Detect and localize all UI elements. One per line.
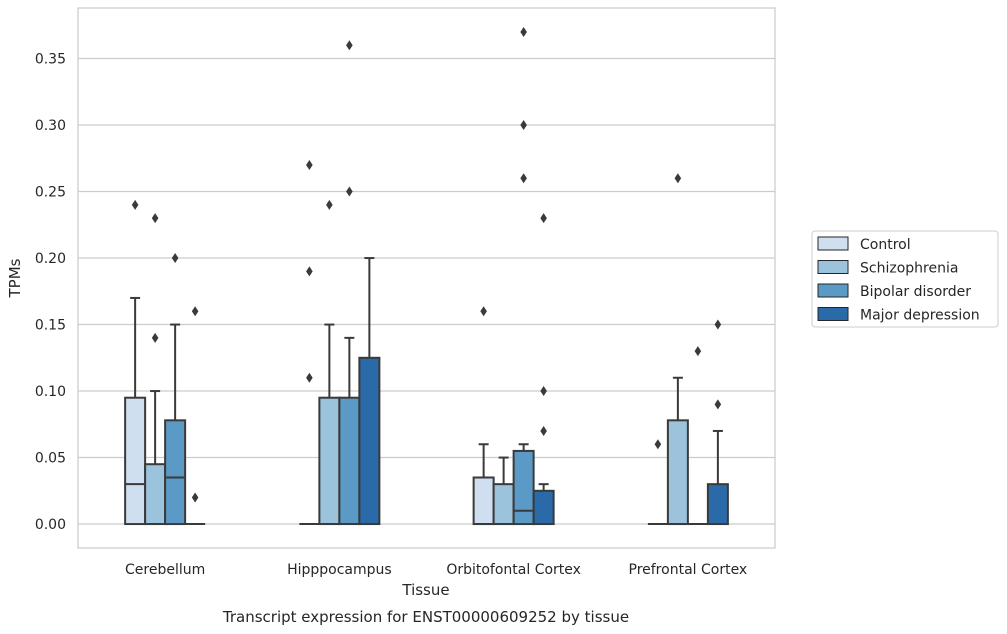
box-group bbox=[512, 26, 535, 526]
box-group bbox=[185, 306, 206, 526]
outlier-point bbox=[714, 399, 722, 410]
y-tick-label: 0.20 bbox=[35, 251, 66, 267]
y-tick-label: 0.15 bbox=[35, 318, 66, 334]
legend-swatch bbox=[817, 236, 849, 251]
box bbox=[706, 483, 729, 526]
outlier-point bbox=[714, 319, 722, 330]
y-tick-label: 0.00 bbox=[35, 517, 66, 533]
outlier-point bbox=[520, 26, 527, 37]
box-group bbox=[647, 439, 668, 526]
x-axis-label: Tissue bbox=[401, 581, 449, 599]
box-group bbox=[687, 346, 708, 526]
chart-caption: Transcript expression for ENST0000060925… bbox=[222, 608, 629, 626]
outlier-point bbox=[520, 173, 527, 184]
y-tick-label: 0.10 bbox=[35, 384, 66, 400]
box bbox=[358, 356, 381, 526]
outlier-point bbox=[191, 492, 199, 503]
boxes bbox=[124, 26, 729, 526]
outlier-point bbox=[326, 199, 333, 210]
outlier-point bbox=[151, 332, 159, 343]
box bbox=[532, 489, 555, 526]
x-tick-label: Cerebellum bbox=[125, 562, 205, 578]
box-group bbox=[318, 199, 341, 526]
box bbox=[492, 483, 515, 526]
x-tick-label: Orbitofontal Cortex bbox=[446, 562, 581, 578]
outlier-point bbox=[171, 253, 179, 264]
y-axis-ticks: 0.00 0.05 0.10 0.15 0.20 0.25 0.30 0.35 bbox=[35, 52, 66, 534]
box-group bbox=[532, 213, 555, 526]
outlier-point bbox=[346, 40, 353, 51]
box bbox=[512, 449, 535, 526]
outlier-point bbox=[674, 173, 682, 184]
box-group bbox=[164, 253, 187, 526]
outlier-point bbox=[306, 266, 313, 277]
y-tick-label: 0.05 bbox=[35, 451, 66, 467]
legend-swatch bbox=[817, 260, 849, 274]
plot-frame bbox=[77, 7, 776, 549]
legend-label: Major depression bbox=[860, 308, 980, 324]
outlier-point bbox=[346, 186, 353, 197]
outlier-point bbox=[540, 386, 547, 397]
y-axis-label: TPMs bbox=[6, 258, 24, 298]
y-tick-label: 0.25 bbox=[35, 185, 66, 201]
outlier-point bbox=[191, 306, 199, 317]
box bbox=[164, 419, 187, 526]
box bbox=[318, 396, 341, 526]
box bbox=[472, 476, 495, 526]
x-tick-label: Hipppocampus bbox=[287, 562, 392, 578]
outlier-point bbox=[151, 213, 159, 224]
outlier-point bbox=[654, 439, 662, 450]
x-axis-ticks: Cerebellum Hipppocampus Orbitofontal Corte… bbox=[125, 562, 747, 578]
box-group bbox=[706, 319, 729, 526]
y-tick-label: 0.30 bbox=[35, 118, 66, 134]
legend-label: Bipolar disorder bbox=[860, 284, 971, 300]
outlier-point bbox=[540, 213, 547, 224]
legend-swatch bbox=[817, 283, 849, 298]
box-group bbox=[338, 40, 361, 526]
legend-frame bbox=[811, 230, 999, 328]
x-tick-label: Prefrontal Cortex bbox=[629, 562, 748, 578]
outlier-point bbox=[480, 306, 487, 317]
legend: Control Schizophrenia Bipolar disorder Majo… bbox=[811, 230, 999, 328]
box-group bbox=[666, 173, 689, 526]
box bbox=[666, 419, 689, 526]
outlier-point bbox=[540, 425, 547, 436]
legend-label: Control bbox=[860, 237, 911, 253]
box-group bbox=[358, 257, 381, 526]
outlier-point bbox=[131, 199, 139, 210]
legend-swatch bbox=[817, 307, 849, 321]
outlier-point bbox=[306, 159, 313, 170]
y-tick-label: 0.35 bbox=[35, 52, 66, 68]
box-group bbox=[299, 159, 320, 526]
outlier-point bbox=[694, 346, 702, 357]
outlier-point bbox=[306, 372, 313, 383]
box bbox=[338, 396, 361, 526]
outlier-point bbox=[520, 120, 527, 131]
legend-label: Schizophrenia bbox=[860, 261, 958, 277]
box bbox=[124, 396, 147, 526]
box bbox=[144, 463, 167, 526]
box-group bbox=[124, 199, 147, 526]
